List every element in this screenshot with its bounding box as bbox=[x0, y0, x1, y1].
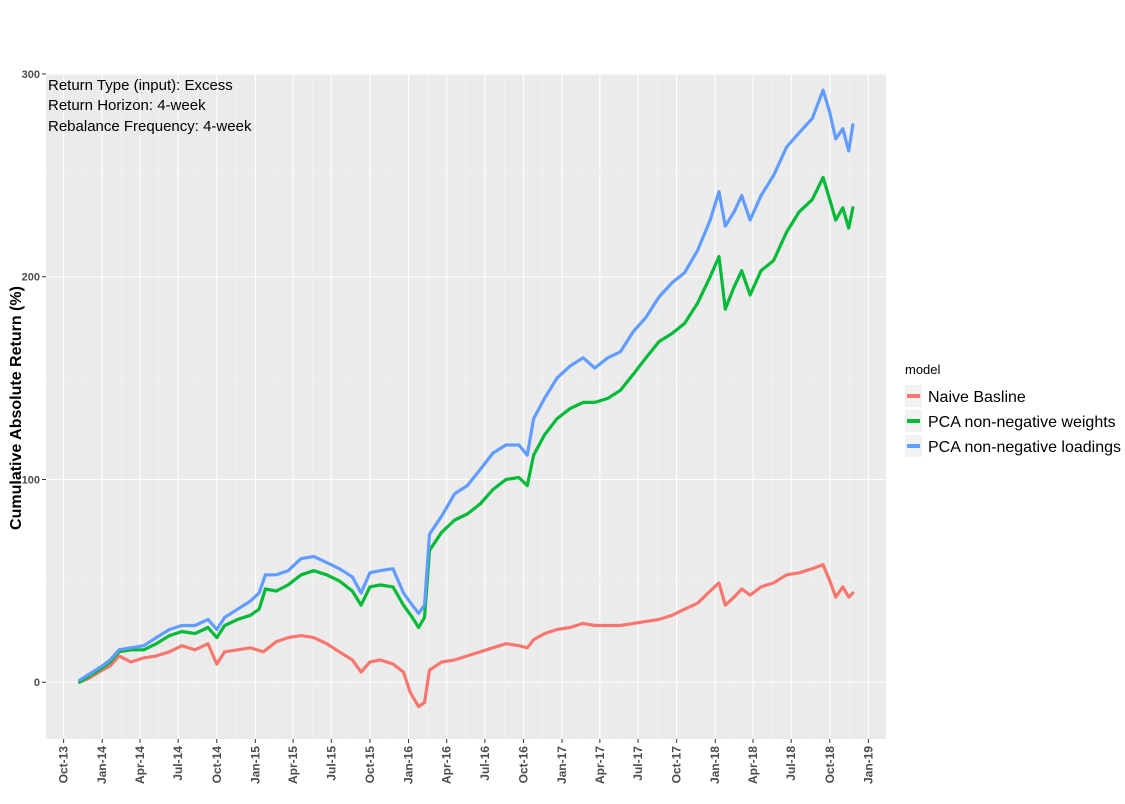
series-line-0 bbox=[78, 563, 855, 709]
x-tick-label: Jan-18 bbox=[708, 746, 722, 784]
x-tick-label: Apr-16 bbox=[440, 746, 454, 784]
x-tick-label: Jul-18 bbox=[784, 746, 798, 781]
series-lines bbox=[78, 88, 855, 709]
annotation-return-type: Return Type (input): Excess bbox=[48, 77, 233, 94]
x-tick-label: Oct-17 bbox=[670, 746, 684, 784]
x-tick-label: Jan-17 bbox=[555, 746, 569, 784]
legend-label-1: PCA non-negative weights bbox=[928, 414, 1116, 431]
minor-gridlines bbox=[46, 74, 886, 739]
x-tick-label: Apr-15 bbox=[286, 746, 300, 784]
legend-label-2: PCA non-negative loadings bbox=[928, 439, 1121, 456]
legend-label-0: Naive Basline bbox=[928, 389, 1026, 406]
x-tick-label: Apr-14 bbox=[133, 746, 147, 784]
x-tick-label: Apr-17 bbox=[593, 746, 607, 784]
y-tick-label: 0 bbox=[34, 677, 40, 689]
x-tick-label: Jul-17 bbox=[631, 746, 645, 781]
x-axis: Oct-13 Jan-14 Apr-14 Jul-14 Oct-14 Jan-15 Apr-… bbox=[57, 739, 875, 784]
y-tick-label: 200 bbox=[22, 272, 40, 284]
series-line-1 bbox=[78, 175, 855, 684]
x-tick-label: Oct-13 bbox=[57, 746, 71, 784]
legend-title: model bbox=[905, 362, 941, 377]
y-tick-label: 300 bbox=[22, 69, 40, 81]
x-tick-label: Jul-16 bbox=[478, 746, 492, 781]
series-line-2 bbox=[78, 88, 855, 682]
y-axis-label: Cumulative Absolute Return (%) bbox=[8, 286, 25, 530]
x-tick-label: Jul-14 bbox=[171, 746, 185, 781]
x-tick-label: Jan-16 bbox=[402, 746, 416, 784]
annotation-rebalance-frequency: Rebalance Frequency: 4-week bbox=[48, 118, 252, 135]
x-tick-label: Oct-18 bbox=[823, 746, 837, 784]
annotation-return-horizon: Return Horizon: 4-week bbox=[48, 97, 206, 114]
y-axis: 0 100 200 300 bbox=[22, 69, 46, 689]
y-tick-label: 100 bbox=[22, 474, 40, 486]
x-tick-label: Jan-19 bbox=[861, 746, 875, 784]
x-tick-label: Oct-15 bbox=[363, 746, 377, 784]
x-tick-label: Jan-15 bbox=[248, 746, 262, 784]
legend: model Naive Basline PCA non-negative weig… bbox=[905, 362, 1121, 457]
x-tick-label: Jan-14 bbox=[95, 746, 109, 784]
x-tick-label: Oct-14 bbox=[210, 746, 224, 784]
x-tick-label: Jul-15 bbox=[324, 746, 338, 781]
x-tick-label: Apr-18 bbox=[746, 746, 760, 784]
x-tick-label: Oct-16 bbox=[516, 746, 530, 784]
